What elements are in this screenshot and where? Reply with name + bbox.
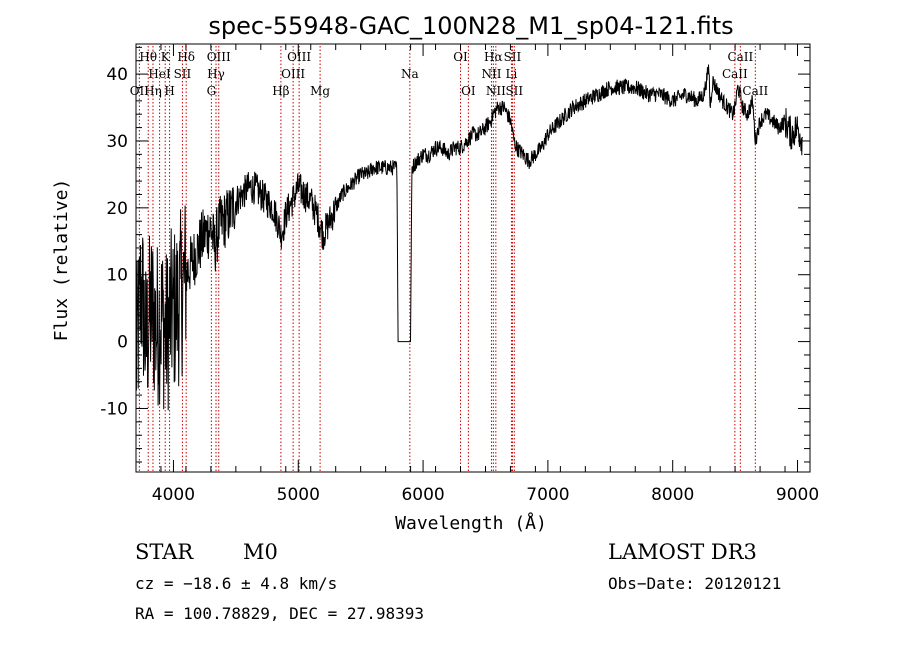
spectral-line-label: H	[164, 84, 174, 98]
object-subclass: M0	[243, 540, 278, 564]
spectral-line-label: Li	[506, 67, 518, 81]
y-axis-label: Flux (relative)	[51, 179, 72, 342]
spectral-line-labels: HθHηOIIHeIKHSIIHδGHγOIIIHβOIIIOIIIMgNaOI…	[130, 50, 769, 98]
y-axis-ticks: -10 0 10 20 30 40	[100, 46, 810, 463]
plot-frame	[135, 43, 811, 473]
spectral-line-label: Mg	[310, 84, 330, 98]
x-tick-label: 7000	[526, 485, 569, 505]
survey-name: LAMOST DR3	[608, 540, 757, 564]
y-tick-label: 30	[106, 132, 128, 152]
x-axis-ticks: 4000 5000 6000 7000 8000 9000	[135, 44, 819, 505]
chart-title: spec-55948-GAC_100N28_M1_sp04-121.fits	[208, 12, 733, 40]
spectral-line-label: SII	[504, 50, 522, 64]
x-axis-label: Wavelength (Å)	[395, 512, 547, 534]
spectral-line-label: CaII	[727, 50, 753, 64]
x-tick-label: 6000	[401, 485, 444, 505]
y-tick-label: 20	[106, 199, 128, 219]
spectral-line-label: OIII	[281, 67, 305, 81]
spectral-line-label: Hγ	[207, 67, 225, 81]
y-tick-label: 0	[117, 333, 128, 353]
spectral-line-label: Hη	[144, 84, 162, 98]
spectral-line-label: OIII	[207, 50, 231, 64]
spectral-line-label: SII	[505, 84, 523, 98]
spectral-line-label: Hα	[484, 50, 503, 64]
spectral-line-label: CaII	[722, 67, 748, 81]
spectral-line-label: K	[161, 50, 171, 64]
x-tick-label: 5000	[277, 485, 320, 505]
y-tick-label: 40	[106, 65, 128, 85]
spectral-line-label: Hθ	[139, 50, 157, 64]
y-tick-label: 10	[106, 266, 128, 286]
spectral-line-label: Hδ	[177, 50, 195, 64]
x-tick-label: 9000	[776, 485, 819, 505]
redshift-cz: cz = −18.6 ± 4.8 km/s	[135, 574, 338, 593]
spectral-line-label: Na	[401, 67, 419, 81]
spectral-line-label: NII	[486, 84, 506, 98]
object-class: STAR	[135, 540, 194, 564]
ra-dec: RA = 100.78829, DEC = 27.98393	[135, 604, 424, 623]
spectral-line-label: SII	[174, 67, 192, 81]
spectral-line-label: OIII	[287, 50, 311, 64]
spectral-line-markers	[138, 46, 756, 472]
x-tick-label: 8000	[651, 485, 694, 505]
spectral-line-label: HeI	[148, 67, 171, 81]
spectrum-line	[135, 64, 803, 411]
obs-date: Obs−Date: 20120121	[608, 574, 782, 593]
spectral-line-label: OI	[461, 84, 476, 98]
spectral-line-label: NII	[481, 67, 501, 81]
spectral-line-label: G	[207, 84, 217, 98]
spectral-line-label: Hβ	[272, 84, 289, 98]
spectral-line-label: CaII	[742, 84, 768, 98]
spectral-line-label: OII	[130, 84, 150, 98]
y-tick-label: -10	[100, 399, 128, 419]
spectral-line-label: OI	[453, 50, 468, 64]
x-tick-label: 4000	[152, 485, 195, 505]
